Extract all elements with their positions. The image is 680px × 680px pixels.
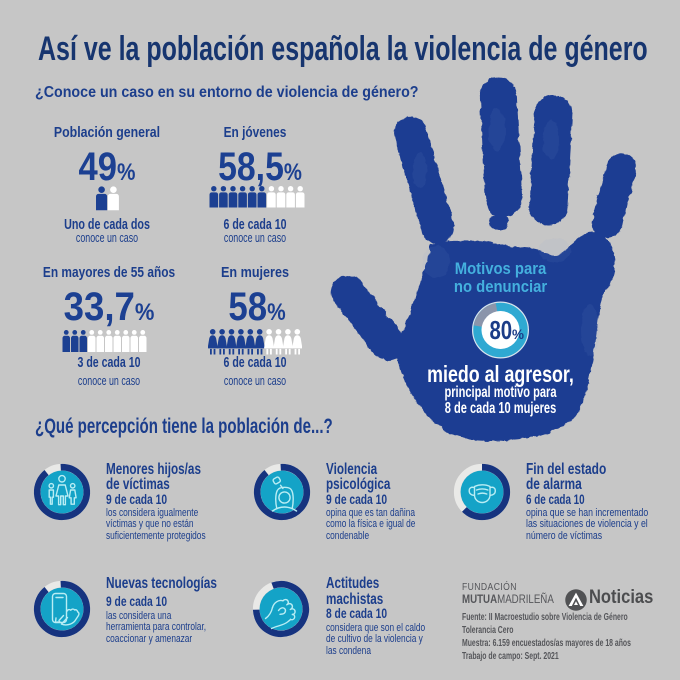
svg-text:%: % <box>512 327 524 342</box>
svg-text:80: 80 <box>489 316 512 345</box>
